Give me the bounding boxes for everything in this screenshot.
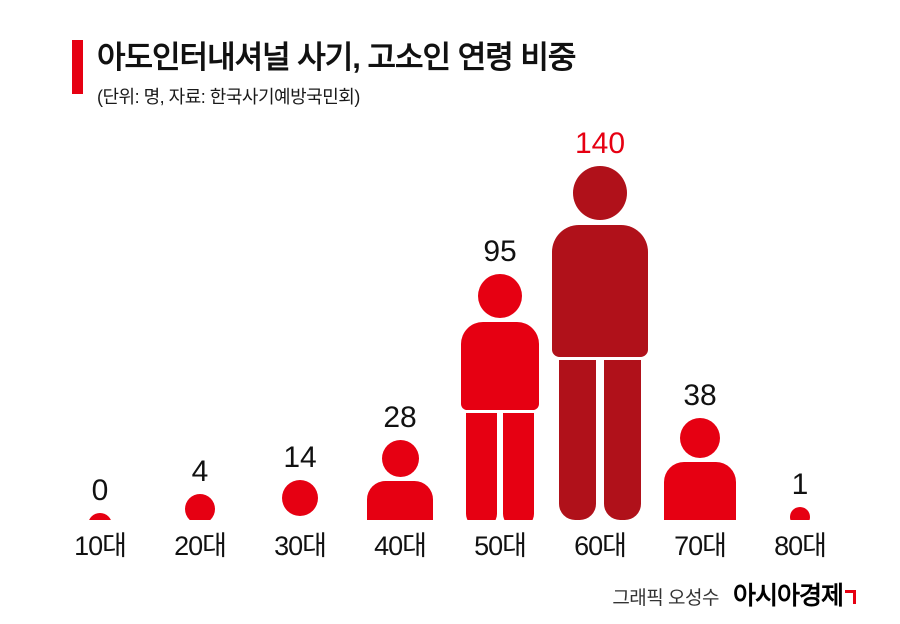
category-label: 80대 xyxy=(774,531,827,561)
category-label: 30대 xyxy=(274,531,327,561)
chart-column: 38 xyxy=(650,381,750,520)
person-head xyxy=(573,166,627,220)
value-label: 14 xyxy=(283,441,317,474)
chart-column: 140 xyxy=(550,129,650,520)
asiae-logo-mark-icon xyxy=(845,590,856,604)
person-torso xyxy=(551,225,649,357)
title-accent-bar xyxy=(72,40,83,94)
value-label: 38 xyxy=(683,379,717,412)
person-leg xyxy=(466,413,498,520)
person-figure xyxy=(264,480,336,520)
person-torso xyxy=(367,480,433,520)
person-legs xyxy=(466,413,534,520)
graphic-credit: 그래픽 오성수 xyxy=(612,588,719,609)
category-label: 70대 xyxy=(674,531,727,561)
header-text: 아도인터내셔널 사기, 고소인 연령 비중 (단위: 명, 자료: 한국사기예방… xyxy=(97,40,576,109)
chart-column: 4 xyxy=(150,457,250,520)
person-head xyxy=(381,440,419,477)
person-head xyxy=(282,480,318,516)
chart-column: 14 xyxy=(250,443,350,520)
person-legs xyxy=(558,359,642,520)
category-label: 20대 xyxy=(174,531,227,561)
person-leg xyxy=(603,359,642,520)
chart-subtitle: (단위: 명, 자료: 한국사기예방국민회) xyxy=(97,86,360,107)
person-torso xyxy=(664,462,736,520)
person-head xyxy=(680,418,720,458)
person-figure xyxy=(546,166,654,520)
category-axis: 10대 20대 30대 40대 50대 60대 70대 80대 xyxy=(50,524,850,563)
value-label: 1 xyxy=(791,468,809,501)
category-label: 50대 xyxy=(474,531,527,561)
person-figure xyxy=(780,507,820,520)
person-head xyxy=(88,513,112,520)
person-figure xyxy=(170,494,230,520)
chart-column: 1 xyxy=(750,470,850,520)
person-figure xyxy=(456,274,544,520)
chart-header: 아도인터내셔널 사기, 고소인 연령 비중 (단위: 명, 자료: 한국사기예방… xyxy=(72,40,576,109)
person-figure xyxy=(660,418,740,520)
chart-column: 28 xyxy=(350,403,450,520)
brand-name: 아시아경제 xyxy=(732,582,844,610)
person-head xyxy=(790,507,810,520)
category-label: 60대 xyxy=(574,531,627,561)
pictogram-columns: 0 4 14 28 95 140 38 1 xyxy=(50,0,850,520)
category-label: 40대 xyxy=(374,531,427,561)
value-label: 28 xyxy=(383,401,417,434)
category-label: 10대 xyxy=(74,531,127,561)
person-leg xyxy=(502,413,534,520)
chart-title: 아도인터내셔널 사기, 고소인 연령 비중 xyxy=(97,40,576,75)
value-label: 4 xyxy=(191,455,209,488)
person-head xyxy=(478,274,522,318)
person-figure xyxy=(363,440,437,520)
person-figure xyxy=(76,513,124,520)
credits: 그래픽 오성수 아시아경제 xyxy=(612,576,856,612)
chart-column: 95 xyxy=(450,237,550,520)
value-label: 140 xyxy=(574,127,626,160)
person-leg xyxy=(558,359,597,520)
value-label: 0 xyxy=(91,474,109,507)
value-label: 95 xyxy=(483,235,517,268)
chart-column: 0 xyxy=(50,476,150,520)
person-head xyxy=(185,494,215,520)
person-torso xyxy=(460,322,540,411)
